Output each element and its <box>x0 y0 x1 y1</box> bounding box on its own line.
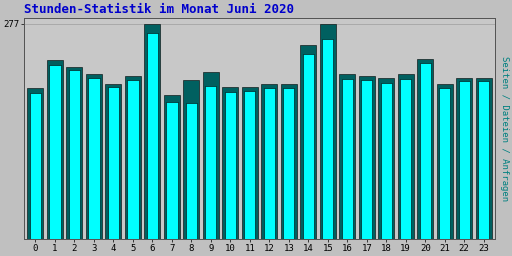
Bar <box>69 70 80 239</box>
Bar <box>301 45 316 239</box>
Bar <box>478 81 489 239</box>
Bar <box>86 74 102 239</box>
Bar <box>264 88 275 239</box>
Bar <box>380 83 392 239</box>
Bar <box>261 84 278 239</box>
Bar <box>144 24 160 239</box>
Bar <box>459 81 470 239</box>
Bar <box>88 78 99 239</box>
Text: Stunden-Statistik im Monat Juni 2020: Stunden-Statistik im Monat Juni 2020 <box>24 4 294 16</box>
Bar <box>359 76 375 239</box>
Bar <box>242 87 258 239</box>
Bar <box>127 80 139 239</box>
Bar <box>361 80 372 239</box>
Bar <box>205 86 217 239</box>
Bar <box>339 74 355 239</box>
Bar <box>437 84 453 239</box>
Bar <box>147 33 158 239</box>
Y-axis label: Seiten / Dateien / Anfragen: Seiten / Dateien / Anfragen <box>500 56 508 201</box>
Bar <box>439 88 451 239</box>
Bar <box>456 78 472 239</box>
Bar <box>166 102 178 239</box>
Bar <box>49 65 60 239</box>
Bar <box>283 88 294 239</box>
Bar <box>303 54 314 239</box>
Bar <box>183 80 199 239</box>
Bar <box>281 84 297 239</box>
Bar <box>342 79 353 239</box>
Bar <box>108 87 119 239</box>
Bar <box>67 67 82 239</box>
Bar <box>398 74 414 239</box>
Bar <box>225 92 236 239</box>
Bar <box>400 79 411 239</box>
Bar <box>378 78 394 239</box>
Bar <box>222 87 238 239</box>
Bar <box>28 88 44 239</box>
Bar <box>320 24 336 239</box>
Bar <box>419 63 431 239</box>
Bar <box>105 84 121 239</box>
Bar <box>30 93 41 239</box>
Bar <box>322 39 333 239</box>
Bar <box>47 60 63 239</box>
Bar <box>186 103 197 239</box>
Bar <box>417 59 433 239</box>
Bar <box>244 91 255 239</box>
Bar <box>476 78 492 239</box>
Bar <box>203 72 219 239</box>
Bar <box>164 95 180 239</box>
Bar <box>125 76 141 239</box>
